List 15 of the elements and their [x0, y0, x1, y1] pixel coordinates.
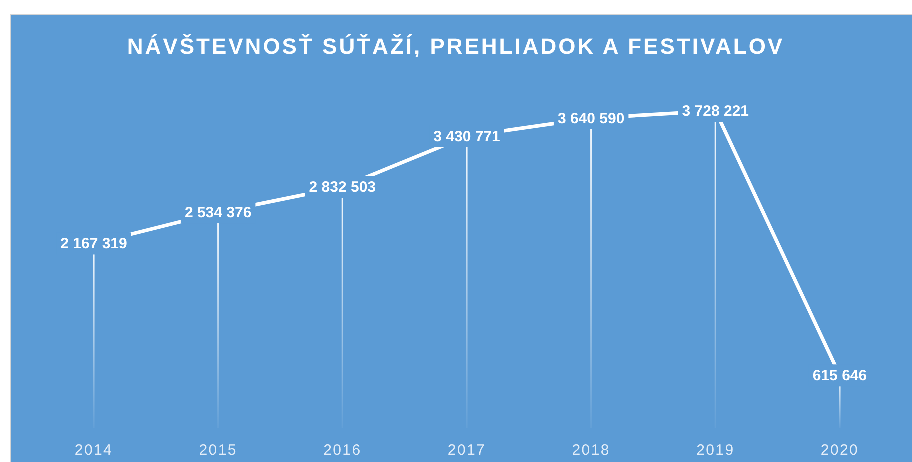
x-tick-label: 2015: [199, 442, 238, 459]
x-tick-label: 2017: [448, 442, 486, 459]
data-label: 3 640 590: [558, 110, 625, 128]
x-tick-label: 2020: [820, 442, 860, 459]
x-tick-label: 2016: [324, 442, 362, 459]
data-label: 2 167 319: [60, 236, 128, 253]
data-label: 2 832 503: [309, 179, 376, 196]
data-label: 3 430 771: [434, 128, 500, 146]
data-label: 2 534 376: [184, 204, 252, 222]
x-tick-label: 2019: [696, 442, 735, 459]
chart-title: NÁVŠTEVNOSŤ SÚŤAŽÍ, PREHLIADOK A FESTIVALOV: [127, 34, 785, 59]
data-label: 615 646: [812, 368, 868, 385]
x-tick-label: 2014: [74, 442, 114, 459]
x-tick-label: 2018: [572, 442, 610, 459]
data-label: 3 728 221: [682, 103, 750, 120]
